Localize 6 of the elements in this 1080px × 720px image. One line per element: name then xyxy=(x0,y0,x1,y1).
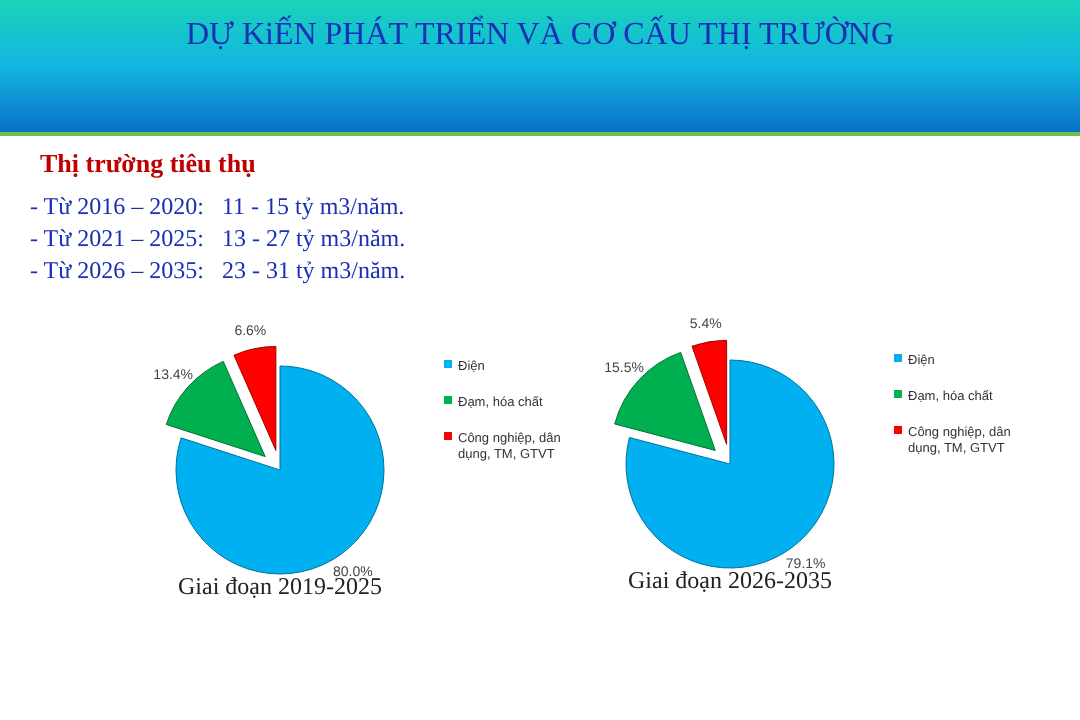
text: - Từ 2026 – 2035: 23 - 31 tỷ m3/năm. xyxy=(30,256,406,284)
text: Thị trường tiêu thụ xyxy=(40,148,256,178)
text: Giai đoạn 2026-2035 xyxy=(628,566,832,594)
text: - Từ 2021 – 2025: 13 - 27 tỷ m3/năm. xyxy=(30,224,406,252)
text: - Từ 2016 – 2020: 11 - 15 tỷ m3/năm. xyxy=(30,192,405,220)
text: DỰ KiẾN PHÁT TRIỂN VÀ CƠ CẤU THỊ TRƯỜNG xyxy=(185,14,895,52)
